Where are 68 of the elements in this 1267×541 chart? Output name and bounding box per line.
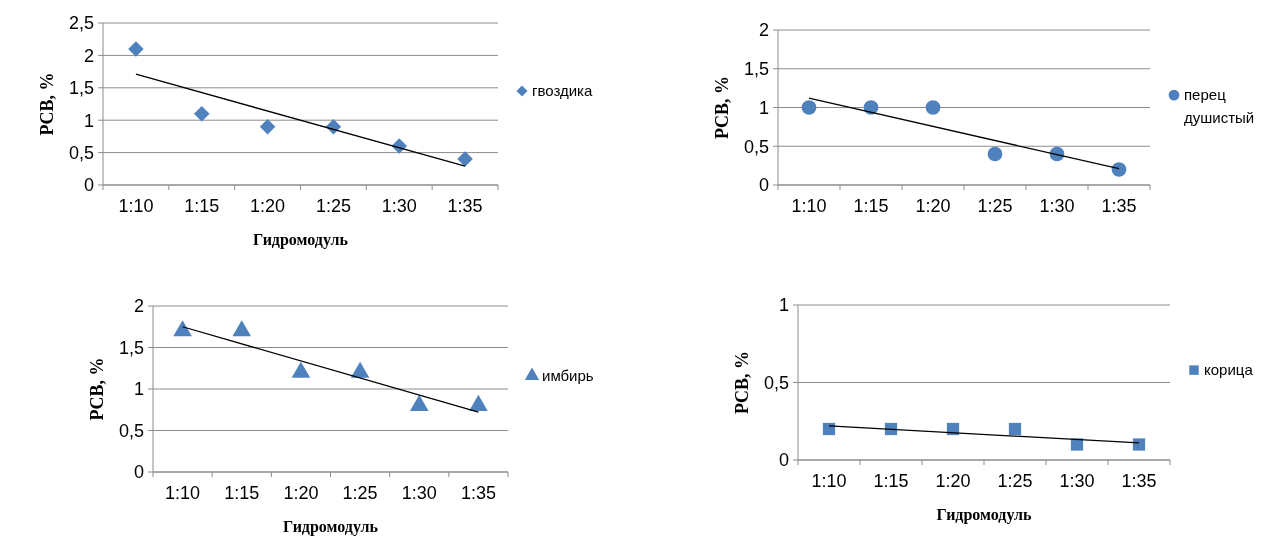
point bbox=[925, 100, 941, 115]
point bbox=[128, 41, 144, 57]
point bbox=[457, 151, 473, 167]
x-tick-label: 1:25 bbox=[315, 196, 351, 216]
y-axis-title: РСВ, % bbox=[732, 350, 752, 415]
y-tick-label: 1,5 bbox=[68, 78, 94, 99]
x-tick-label: 1:25 bbox=[997, 471, 1033, 491]
point bbox=[173, 320, 192, 337]
x-tick-label: 1:35 bbox=[1121, 471, 1157, 491]
y-tick-label: 1 bbox=[83, 110, 94, 131]
y-tick-label: 2,5 bbox=[68, 13, 94, 34]
y-axis-title: РСВ, % bbox=[37, 72, 57, 136]
y-tick-label: 2 bbox=[83, 45, 94, 66]
x-tick-label: 1:30 bbox=[401, 483, 437, 503]
y-tick-label: 2 bbox=[758, 20, 769, 41]
y-tick-label: 0 bbox=[758, 175, 769, 196]
y-tick-label: 1,5 bbox=[743, 59, 769, 80]
point bbox=[801, 100, 817, 115]
point bbox=[232, 320, 252, 337]
y-tick-label: 0,5 bbox=[68, 142, 94, 163]
x-tick-label: 1:35 bbox=[1101, 196, 1137, 216]
y-axis-title: РСВ, % bbox=[87, 357, 107, 421]
point bbox=[1111, 162, 1127, 177]
x-tick-label: 1:10 bbox=[811, 471, 847, 491]
x-axis-title: Гидромодуль bbox=[253, 231, 349, 249]
x-tick-label: 1:20 bbox=[935, 471, 971, 491]
x-tick-label: 1:10 bbox=[165, 483, 201, 503]
legend-label: имбирь bbox=[542, 366, 594, 384]
x-axis-title: Гидромодуль bbox=[283, 518, 379, 536]
point bbox=[350, 361, 370, 378]
x-tick-label: 1:15 bbox=[873, 471, 909, 491]
x-tick-label: 1:30 bbox=[1039, 196, 1075, 216]
legend-label: корица bbox=[1204, 361, 1254, 379]
legend-label: гвоздика bbox=[532, 82, 594, 100]
y-tick-label: 0,5 bbox=[118, 420, 144, 441]
x-tick-label: 1:25 bbox=[977, 196, 1013, 216]
legend-label: перец душистый bbox=[1184, 86, 1255, 126]
y-tick-label: 2 bbox=[133, 296, 144, 317]
x-tick-label: 1:35 bbox=[460, 483, 496, 503]
y-axis-title: РСВ, % bbox=[712, 75, 732, 140]
y-tick-label: 1 bbox=[758, 97, 769, 118]
x-tick-label: 1:20 bbox=[250, 196, 286, 216]
y-tick-label: 0,5 bbox=[763, 372, 789, 393]
point bbox=[469, 394, 488, 411]
x-tick-label: 1:20 bbox=[915, 196, 951, 216]
y-tick-label: 1 bbox=[133, 379, 144, 400]
point bbox=[987, 146, 1003, 162]
x-tick-label: 1:10 bbox=[791, 196, 827, 216]
y-tick-label: 1,5 bbox=[118, 337, 144, 358]
x-tick-label: 1:15 bbox=[224, 483, 260, 503]
x-tick-label: 1:25 bbox=[342, 483, 378, 503]
x-tick-label: 1:20 bbox=[283, 483, 319, 503]
x-tick-label: 1:30 bbox=[1059, 471, 1095, 491]
point bbox=[291, 361, 311, 378]
point bbox=[409, 394, 429, 411]
x-tick-label: 1:10 bbox=[118, 196, 154, 216]
x-axis-title: Гидромодуль bbox=[936, 506, 1032, 524]
y-tick-label: 1 bbox=[778, 295, 789, 316]
y-tick-label: 0,5 bbox=[743, 136, 769, 157]
y-tick-label: 0 bbox=[83, 175, 94, 196]
point bbox=[194, 105, 210, 122]
x-tick-label: 1:15 bbox=[853, 196, 889, 216]
x-tick-label: 1:30 bbox=[381, 196, 417, 216]
x-tick-label: 1:15 bbox=[184, 196, 220, 216]
y-tick-label: 0 bbox=[133, 462, 144, 483]
x-tick-label: 1:35 bbox=[447, 196, 483, 216]
point bbox=[259, 118, 276, 135]
y-tick-label: 0 bbox=[778, 450, 789, 471]
